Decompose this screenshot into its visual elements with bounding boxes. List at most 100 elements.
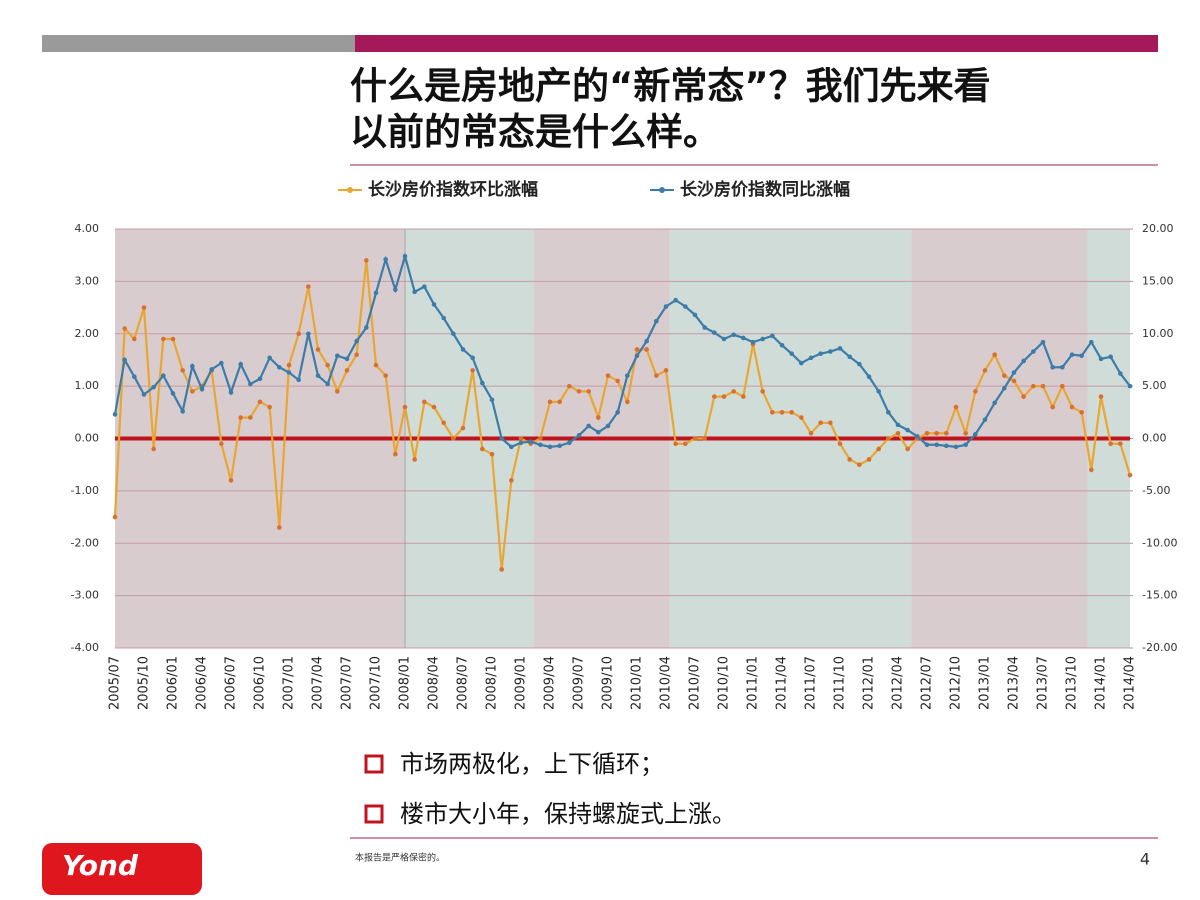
series-point (518, 436, 524, 441)
series-point (1050, 364, 1055, 370)
series-point (238, 415, 243, 420)
series-point (634, 347, 640, 352)
series-point (808, 430, 814, 436)
series-point (605, 423, 611, 429)
series-point (431, 404, 437, 410)
series-point (644, 338, 649, 344)
x-tick-label: 2008/07 (456, 656, 471, 710)
page-number: 4 (1140, 850, 1150, 869)
series-line (113, 252, 1131, 449)
series-point (1127, 472, 1133, 478)
series-point (180, 408, 185, 414)
series-point (1079, 353, 1084, 359)
series-point (1108, 441, 1113, 447)
series-point (1011, 370, 1017, 375)
series-point (712, 330, 717, 336)
series-point (818, 351, 823, 356)
series-point (924, 442, 930, 448)
x-tick-label: 2013/01 (978, 656, 993, 710)
x-tick-label: 2009/10 (601, 656, 616, 710)
y-tick-label: -3.00 (71, 589, 99, 602)
series-point (509, 444, 514, 450)
series-point (953, 404, 959, 410)
x-tick-label: 2010/10 (717, 656, 732, 710)
series-point (238, 361, 243, 367)
series-point (924, 430, 930, 436)
series-point (190, 363, 195, 369)
series-point (257, 399, 263, 405)
series-point (731, 389, 736, 394)
series-point (161, 336, 166, 342)
series-point (373, 362, 379, 368)
series-point (789, 351, 794, 356)
series-point (199, 386, 205, 392)
logo (42, 843, 202, 895)
y-tick-label: -4.00 (71, 641, 99, 654)
x-tick-label: 2010/04 (659, 656, 674, 710)
series-point (973, 389, 978, 394)
series-point (393, 451, 398, 457)
series-point (837, 441, 843, 447)
x-tick-label: 2012/07 (920, 656, 935, 710)
series-point (180, 368, 185, 373)
x-tick-label: 2006/04 (195, 656, 210, 710)
series-point (277, 525, 282, 530)
x-tick-label: 2011/10 (833, 656, 848, 710)
series-point (277, 364, 282, 370)
series-point (557, 399, 562, 405)
series-point (992, 400, 997, 406)
series-point (286, 370, 292, 375)
series-point (412, 289, 417, 295)
series-point (615, 410, 620, 415)
series-point (915, 434, 920, 439)
series-point (306, 284, 311, 289)
bullet-text: 市场两极化，上下循环； (400, 750, 664, 778)
series-point (1031, 383, 1036, 389)
x-tick-label: 2009/07 (572, 656, 587, 710)
series-point (760, 336, 765, 342)
series-point (141, 392, 147, 397)
series-point (847, 457, 852, 462)
series-point (402, 404, 408, 410)
series-point (538, 442, 543, 448)
series-point (1118, 371, 1123, 376)
top-bar-gray (42, 35, 355, 52)
series-point (267, 355, 272, 361)
series-point (257, 376, 263, 382)
series-point (576, 389, 582, 394)
series-point (866, 374, 872, 379)
x-tick-label: 2010/01 (630, 656, 645, 710)
series-point (412, 457, 417, 462)
series-point (934, 430, 939, 436)
series-point (354, 352, 359, 358)
series-point (837, 346, 843, 351)
series-point (344, 356, 350, 362)
series-point (702, 436, 707, 441)
series-point (586, 423, 591, 429)
legend-label: 长沙房价指数环比涨幅 (368, 179, 538, 200)
x-tick-label: 2006/07 (224, 656, 239, 710)
series-point (151, 446, 156, 452)
series-point (702, 325, 707, 330)
series-point (1079, 410, 1084, 415)
series-point (547, 444, 553, 450)
series-point (644, 347, 649, 352)
series-point (286, 362, 292, 368)
title-line: 以前的常态是什么样。 (350, 111, 720, 154)
series-point (325, 362, 330, 368)
series-point (219, 441, 224, 447)
series-point (393, 287, 398, 293)
series-point (1060, 383, 1065, 389)
footer-note: 本报告是严格保密的。 (355, 852, 445, 864)
series-point (112, 514, 118, 520)
series-point (895, 430, 901, 436)
x-tick-label: 2008/10 (485, 656, 500, 710)
series-point (1069, 352, 1075, 358)
series-point (132, 336, 137, 342)
series-point (982, 368, 988, 373)
series-point (712, 394, 717, 399)
series-point (451, 436, 456, 441)
series-point (1060, 364, 1065, 370)
x-tick-label: 2013/10 (1065, 656, 1080, 710)
